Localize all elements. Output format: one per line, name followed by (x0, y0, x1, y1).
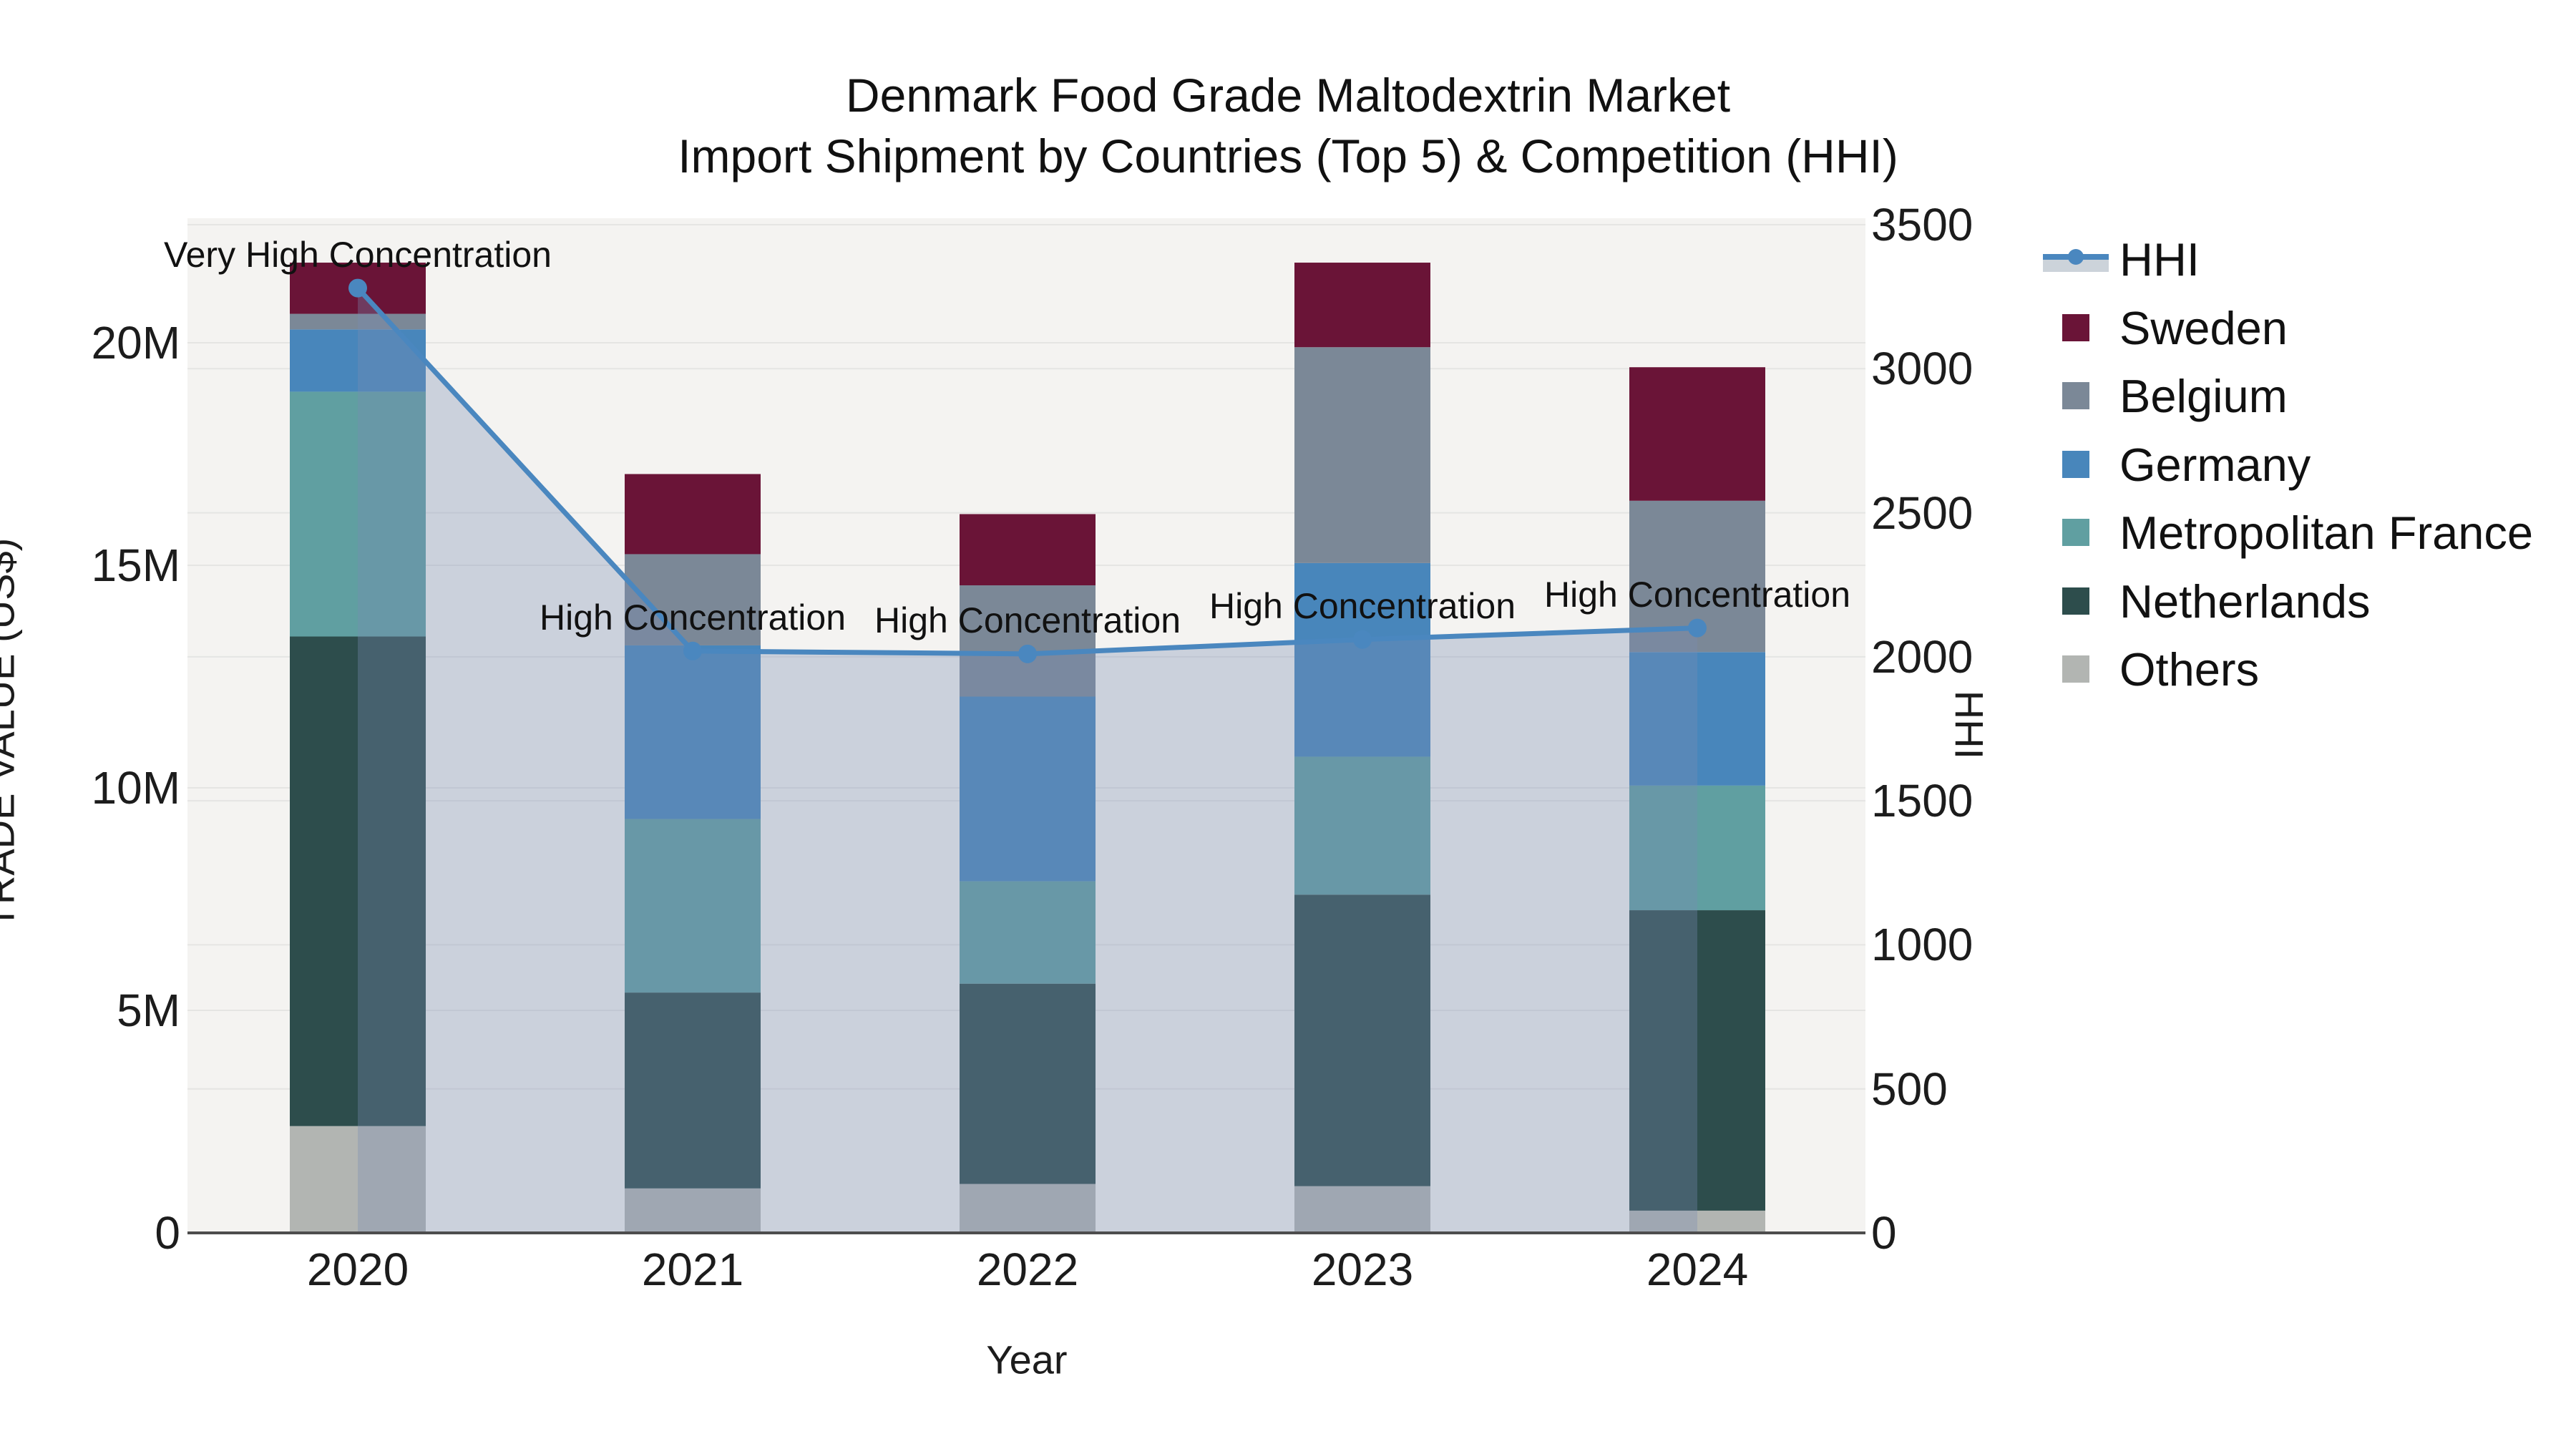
legend-item-others[interactable]: Others (2043, 635, 2259, 703)
bar-segment-germany-2024[interactable] (1629, 652, 1765, 786)
annotation-2020: Very High Concentration (164, 234, 552, 275)
hhi-marker-2023[interactable] (1353, 630, 1372, 649)
hhi-line-swatch-icon (2043, 243, 2109, 275)
x-tick-2021: 2021 (641, 1244, 744, 1295)
chart-title-line1: Denmark Food Grade Maltodextrin Market (845, 69, 1731, 122)
bar-segment-germany-2021[interactable] (625, 645, 761, 819)
bar-segment-metropolitan-france-2022[interactable] (960, 881, 1096, 984)
hhi-marker-2021[interactable] (683, 641, 702, 660)
y-right-tick-500: 500 (1871, 1063, 1948, 1115)
germany-swatch-icon (2062, 451, 2089, 478)
bar-segment-sweden-2023[interactable] (1294, 263, 1430, 348)
x-tick-2022: 2022 (976, 1244, 1079, 1295)
bar-segment-netherlands-2020[interactable] (290, 636, 426, 1126)
y-right-tick-2000: 2000 (1871, 630, 1974, 683)
legend-item-netherlands[interactable]: Netherlands (2043, 567, 2371, 635)
legend-item-belgium[interactable]: Belgium (2043, 361, 2288, 430)
bar-segment-belgium-2022[interactable] (960, 585, 1096, 697)
bar-segment-netherlands-2022[interactable] (960, 983, 1096, 1184)
bar-segment-germany-2022[interactable] (960, 696, 1096, 882)
y-left-tick-5M: 5M (117, 985, 180, 1036)
belgium-swatch-icon (2062, 382, 2089, 409)
bar-segment-others-2022[interactable] (960, 1184, 1096, 1233)
annotation-2022: High Concentration (874, 600, 1181, 640)
bar-segment-sweden-2021[interactable] (625, 474, 761, 555)
y-axis-title-right: HHI (1946, 690, 1992, 760)
y-right-tick-0: 0 (1871, 1207, 1897, 1259)
legend-label: Sweden (2119, 301, 2288, 354)
y-axis-title-left: TRADE VALUE (US$) (0, 537, 23, 930)
metropolitan-france-swatch-icon (2062, 519, 2089, 546)
legend-item-metropolitan-france[interactable]: Metropolitan France (2043, 498, 2533, 567)
bar-segment-netherlands-2021[interactable] (625, 992, 761, 1189)
bar-segment-germany-2023[interactable] (1294, 562, 1430, 757)
annotation-2021: High Concentration (539, 597, 847, 638)
legend-item-germany[interactable]: Germany (2043, 430, 2311, 499)
bar-segment-others-2023[interactable] (1294, 1186, 1430, 1233)
bar-segment-metropolitan-france-2021[interactable] (625, 819, 761, 993)
bar-segment-metropolitan-france-2020[interactable] (290, 391, 426, 637)
sweden-swatch-icon (2062, 314, 2089, 341)
hhi-marker-2020[interactable] (348, 278, 367, 298)
y-right-tick-3000: 3000 (1871, 343, 1974, 395)
bar-segment-belgium-2023[interactable] (1294, 347, 1430, 563)
bar-segment-metropolitan-france-2023[interactable] (1294, 756, 1430, 895)
y-left-tick-15M: 15M (91, 540, 181, 591)
y-right-tick-3500: 3500 (1871, 199, 1974, 250)
annotation-2023: High Concentration (1209, 585, 1516, 626)
x-tick-2020: 2020 (306, 1244, 409, 1295)
netherlands-swatch-icon (2062, 587, 2089, 615)
bar-segment-metropolitan-france-2024[interactable] (1629, 785, 1765, 911)
legend-item-sweden[interactable]: Sweden (2043, 293, 2288, 362)
hhi-marker-2022[interactable] (1018, 644, 1037, 663)
y-right-tick-2500: 2500 (1871, 487, 1974, 539)
legend-label: Netherlands (2119, 575, 2371, 628)
legend-label: Others (2119, 643, 2260, 696)
legend-item-hhi[interactable]: HHI (2043, 225, 2200, 293)
x-tick-2024: 2024 (1646, 1244, 1749, 1295)
hhi-marker-2024[interactable] (1688, 618, 1707, 638)
annotation-2024: High Concentration (1543, 574, 1851, 615)
legend-label: Belgium (2119, 369, 2288, 422)
x-axis-title: Year (986, 1337, 1068, 1382)
x-tick-2023: 2023 (1311, 1244, 1414, 1295)
chart-title-line2: Import Shipment by Countries (Top 5) & C… (678, 130, 1898, 182)
bar-segment-others-2021[interactable] (625, 1188, 761, 1233)
y-left-tick-10M: 10M (91, 762, 181, 814)
bar-segment-others-2020[interactable] (290, 1126, 426, 1233)
others-swatch-icon (2062, 655, 2089, 683)
bar-segment-netherlands-2024[interactable] (1629, 910, 1765, 1211)
y-left-tick-20M: 20M (91, 317, 181, 369)
bar-segment-others-2024[interactable] (1629, 1210, 1765, 1233)
legend-label: Germany (2119, 438, 2311, 491)
hhi-area-fill (358, 288, 1697, 1233)
bar-segment-netherlands-2023[interactable] (1294, 894, 1430, 1186)
y-left-tick-0: 0 (155, 1207, 180, 1259)
bar-segment-sweden-2024[interactable] (1629, 367, 1765, 501)
bar-segment-sweden-2022[interactable] (960, 514, 1096, 585)
legend-label: Metropolitan France (2119, 506, 2534, 559)
legend-label: HHI (2119, 233, 2200, 286)
y-right-tick-1500: 1500 (1871, 775, 1974, 827)
y-right-tick-1000: 1000 (1871, 919, 1974, 971)
